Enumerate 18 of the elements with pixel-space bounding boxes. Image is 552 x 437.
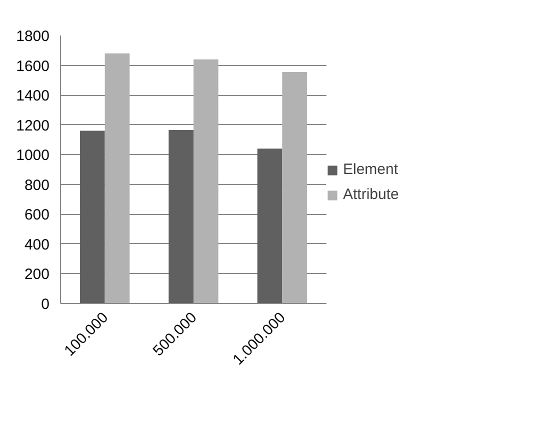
bar <box>257 148 282 304</box>
y-tick-label: 1600 <box>16 58 50 75</box>
bar <box>282 72 307 304</box>
y-tick-label: 600 <box>24 206 50 224</box>
legend-label: Element <box>343 161 398 178</box>
y-tick-label: 1000 <box>16 147 50 164</box>
y-tick-label: 200 <box>24 266 50 284</box>
y-tick-label: 1400 <box>16 88 50 105</box>
y-tick-label: 0 <box>41 296 50 313</box>
y-tick-label: 800 <box>24 176 50 194</box>
y-tick-label: 1200 <box>16 117 50 134</box>
legend-label: Attribute <box>343 186 399 203</box>
bar <box>80 130 105 304</box>
y-tick-label: 400 <box>24 236 50 254</box>
bar <box>104 53 130 304</box>
bar <box>168 130 194 304</box>
bar <box>194 59 218 304</box>
y-tick-label: 1800 <box>16 28 50 45</box>
